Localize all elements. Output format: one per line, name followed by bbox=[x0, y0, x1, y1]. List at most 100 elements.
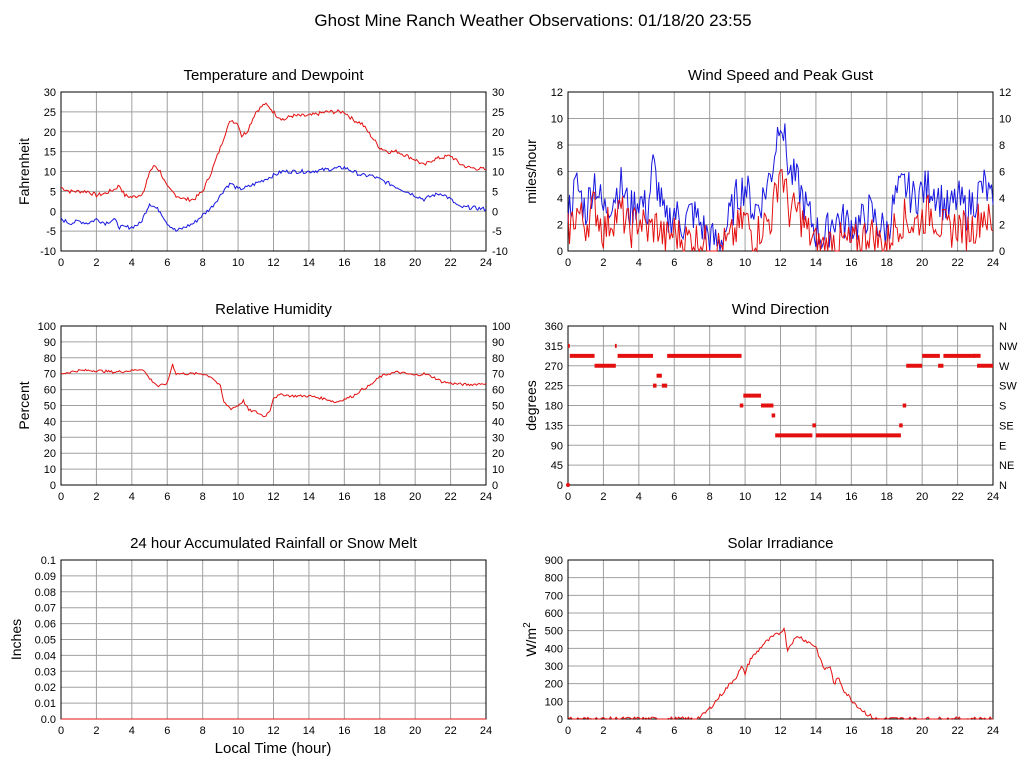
x-tick-label: 4 bbox=[129, 491, 135, 503]
x-tick-label: 24 bbox=[480, 725, 492, 737]
x-tick-label: 20 bbox=[409, 491, 421, 503]
y-tick-label: 900 bbox=[545, 555, 563, 567]
y-tick-label-right: 2 bbox=[999, 220, 1005, 232]
x-tick-label: 4 bbox=[636, 257, 642, 269]
plot-frame bbox=[567, 91, 994, 252]
x-tick-label: 18 bbox=[881, 491, 893, 503]
y-tick-label: -10 bbox=[40, 246, 56, 258]
x-tick-label: 24 bbox=[987, 491, 999, 503]
x-tick-label: 6 bbox=[164, 491, 170, 503]
x-tick-label: 22 bbox=[951, 491, 963, 503]
y-tick-label-right: 6 bbox=[999, 167, 1005, 179]
x-axis-label: Local Time (hour) bbox=[215, 740, 332, 757]
y-tick-label-right: 20 bbox=[492, 127, 504, 139]
x-tick-label: 12 bbox=[774, 491, 786, 503]
y-tick-label: 12 bbox=[551, 87, 563, 99]
y-tick-label: 0.04 bbox=[35, 650, 56, 662]
y-tick-label: 0 bbox=[557, 246, 563, 258]
series-line-blue bbox=[60, 165, 487, 232]
x-tick-label: 18 bbox=[374, 725, 386, 737]
y-tick-label-right: 0 bbox=[999, 246, 1005, 258]
x-tick-label: 2 bbox=[93, 257, 99, 269]
x-tick-label: 16 bbox=[845, 725, 857, 737]
y-tick-label: 50 bbox=[44, 401, 56, 413]
x-tick-label: 8 bbox=[200, 257, 206, 269]
y-tick-label: 0.01 bbox=[35, 698, 56, 710]
chart-title: Temperature and Dewpoint bbox=[183, 67, 364, 84]
y-tick-label: 200 bbox=[545, 679, 563, 691]
y-tick-label: 20 bbox=[44, 448, 56, 460]
y-tick-label: 10 bbox=[44, 167, 56, 179]
y-tick-label: 8 bbox=[557, 140, 563, 152]
y-tick-label: 25 bbox=[44, 107, 56, 119]
y-tick-label: 20 bbox=[44, 127, 56, 139]
y-axis-label: Inches bbox=[8, 619, 24, 660]
x-tick-label: 16 bbox=[338, 491, 350, 503]
y-tick-label: 40 bbox=[44, 416, 56, 428]
y-tick-label: 45 bbox=[551, 460, 563, 472]
x-tick-label: 24 bbox=[987, 725, 999, 737]
y-tick-label-right: 80 bbox=[492, 353, 504, 365]
y-tick-label: 5 bbox=[50, 186, 56, 198]
x-tick-label: 16 bbox=[338, 257, 350, 269]
x-tick-label: 12 bbox=[267, 257, 279, 269]
x-tick-label: 22 bbox=[444, 491, 456, 503]
x-tick-label: 14 bbox=[810, 257, 822, 269]
chart-title: Solar Irradiance bbox=[728, 535, 834, 552]
y-axis-label: W/m2 bbox=[522, 622, 539, 657]
x-tick-label: 10 bbox=[232, 491, 244, 503]
y-tick-label-right: -10 bbox=[492, 246, 508, 258]
chart-title: Relative Humidity bbox=[215, 301, 332, 318]
x-tick-label: 0 bbox=[58, 257, 64, 269]
x-tick-label: 24 bbox=[480, 257, 492, 269]
y-tick-label-right: W bbox=[999, 361, 1010, 373]
y-tick-label: 90 bbox=[551, 440, 563, 452]
y-axis-label: degrees bbox=[523, 380, 539, 431]
x-tick-label: 12 bbox=[774, 257, 786, 269]
y-tick-label-right: 70 bbox=[492, 369, 504, 381]
y-tick-label: 300 bbox=[545, 661, 563, 673]
y-tick-label: 100 bbox=[545, 696, 563, 708]
y-tick-label: 0.05 bbox=[35, 635, 56, 647]
y-tick-label-right: NW bbox=[999, 341, 1018, 353]
y-tick-label: 500 bbox=[545, 626, 563, 638]
y-tick-label: -5 bbox=[46, 226, 56, 238]
y-tick-label: 600 bbox=[545, 608, 563, 620]
y-tick-label-right: 50 bbox=[492, 401, 504, 413]
x-tick-label: 0 bbox=[565, 257, 571, 269]
y-tick-label-right: 8 bbox=[999, 140, 1005, 152]
x-tick-label: 16 bbox=[845, 491, 857, 503]
x-tick-label: 22 bbox=[444, 257, 456, 269]
y-tick-label-right: 0 bbox=[492, 480, 498, 492]
x-tick-label: 12 bbox=[267, 491, 279, 503]
series-line-red bbox=[567, 626, 993, 720]
y-axis-label: Fahrenheit bbox=[16, 138, 32, 205]
x-tick-label: 2 bbox=[600, 257, 606, 269]
y-tick-label: 0.09 bbox=[35, 571, 56, 583]
y-tick-label-right: 60 bbox=[492, 385, 504, 397]
x-tick-label: 8 bbox=[200, 491, 206, 503]
x-tick-label: 14 bbox=[303, 491, 315, 503]
y-tick-label-right: 40 bbox=[492, 416, 504, 428]
y-tick-label: 0.1 bbox=[41, 555, 56, 567]
y-tick-label: 100 bbox=[38, 321, 56, 333]
x-tick-label: 0 bbox=[565, 725, 571, 737]
x-tick-label: 4 bbox=[129, 725, 135, 737]
y-tick-label: 2 bbox=[557, 220, 563, 232]
y-tick-label-right: 5 bbox=[492, 186, 498, 198]
y-tick-label-right: N bbox=[999, 321, 1007, 333]
y-tick-label: 400 bbox=[545, 643, 563, 655]
x-tick-label: 4 bbox=[636, 491, 642, 503]
plot-frame bbox=[567, 325, 994, 486]
x-tick-label: 8 bbox=[200, 725, 206, 737]
y-tick-label: 360 bbox=[545, 321, 563, 333]
x-tick-label: 8 bbox=[707, 257, 713, 269]
y-tick-label: 180 bbox=[545, 401, 563, 413]
x-tick-label: 12 bbox=[774, 725, 786, 737]
y-tick-label: 30 bbox=[44, 87, 56, 99]
chart-title: Wind Direction bbox=[732, 301, 830, 318]
y-tick-label: 10 bbox=[44, 464, 56, 476]
